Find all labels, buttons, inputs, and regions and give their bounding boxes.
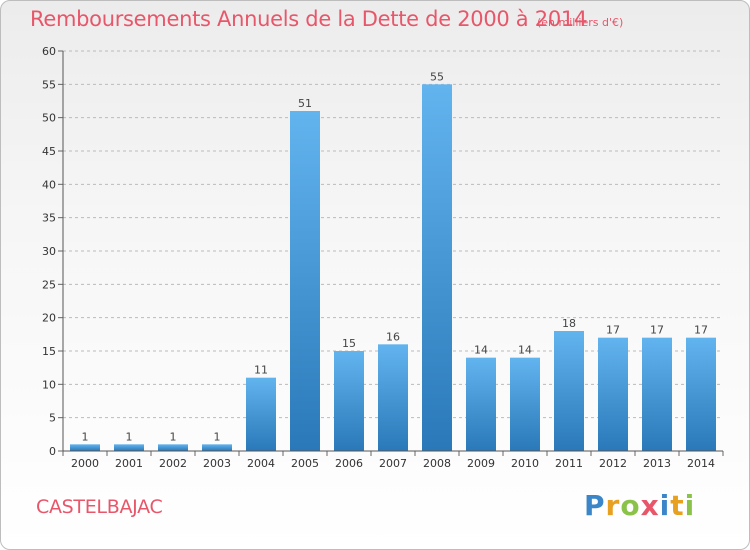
chart-title: Remboursements Annuels de la Dette de 20… xyxy=(30,7,587,31)
bar-value-label: 1 xyxy=(170,430,177,443)
y-tick-label: 10 xyxy=(42,378,56,391)
logo-letter: i xyxy=(659,489,671,522)
bar-value-label: 1 xyxy=(214,430,221,443)
x-tick-label: 2003 xyxy=(203,457,231,470)
bar xyxy=(378,344,408,451)
y-tick-label: 15 xyxy=(42,345,56,358)
y-tick-label: 50 xyxy=(42,112,56,125)
logo-letter: o xyxy=(620,489,641,522)
bar-value-label: 14 xyxy=(518,344,532,357)
y-tick-label: 5 xyxy=(49,412,56,425)
bar xyxy=(686,337,716,451)
bar-value-label: 18 xyxy=(562,317,576,330)
x-tick-label: 2000 xyxy=(71,457,99,470)
x-tick-label: 2004 xyxy=(247,457,275,470)
bar-value-label: 17 xyxy=(606,324,620,337)
bar xyxy=(334,351,364,451)
bar-value-label: 16 xyxy=(386,330,400,343)
bar xyxy=(598,337,628,451)
x-tick-label: 2009 xyxy=(467,457,495,470)
x-tick-label: 2014 xyxy=(687,457,715,470)
x-tick-label: 2011 xyxy=(555,457,583,470)
bar-value-label: 15 xyxy=(342,337,356,350)
logo-letter: i xyxy=(684,489,696,522)
y-tick-label: 35 xyxy=(42,212,56,225)
bar xyxy=(246,377,276,451)
x-tick-label: 2005 xyxy=(291,457,319,470)
bar xyxy=(202,444,232,451)
logo-letter: x xyxy=(640,489,660,522)
bar xyxy=(290,111,320,451)
y-tick-label: 0 xyxy=(49,445,56,458)
bar xyxy=(158,444,188,451)
y-tick-label: 60 xyxy=(42,45,56,58)
y-tick-label: 40 xyxy=(42,178,56,191)
bar-value-label: 51 xyxy=(298,97,312,110)
x-tick-label: 2007 xyxy=(379,457,407,470)
y-tick-label: 25 xyxy=(42,278,56,291)
bar-value-label: 1 xyxy=(82,430,89,443)
proxiti-logo: Proxiti xyxy=(584,489,695,522)
logo-letter: t xyxy=(670,489,685,522)
x-tick-label: 2013 xyxy=(643,457,671,470)
y-tick-label: 30 xyxy=(42,245,56,258)
x-tick-label: 2008 xyxy=(423,457,451,470)
y-tick-label: 20 xyxy=(42,312,56,325)
bar xyxy=(114,444,144,451)
logo-letter: r xyxy=(605,489,621,522)
commune-name: CASTELBAJAC xyxy=(36,496,163,518)
bar xyxy=(422,84,452,451)
logo-letter: P xyxy=(584,489,606,522)
bar-value-label: 17 xyxy=(650,324,664,337)
bar-value-label: 1 xyxy=(126,430,133,443)
bar-value-label: 14 xyxy=(474,344,488,357)
x-tick-label: 2001 xyxy=(115,457,143,470)
x-tick-label: 2006 xyxy=(335,457,363,470)
x-tick-label: 2010 xyxy=(511,457,539,470)
y-tick-label: 45 xyxy=(42,145,56,158)
bar-value-label: 11 xyxy=(254,364,268,377)
y-tick-label: 55 xyxy=(42,78,56,91)
bar xyxy=(70,444,100,451)
bar xyxy=(510,357,540,451)
bar-value-label: 17 xyxy=(694,324,708,337)
chart-unit-note: (en milliers d'€) xyxy=(537,16,624,29)
bar xyxy=(466,357,496,451)
x-tick-label: 2002 xyxy=(159,457,187,470)
bar xyxy=(554,331,584,451)
bar xyxy=(642,337,672,451)
bar-value-label: 55 xyxy=(430,70,444,83)
x-tick-label: 2012 xyxy=(599,457,627,470)
